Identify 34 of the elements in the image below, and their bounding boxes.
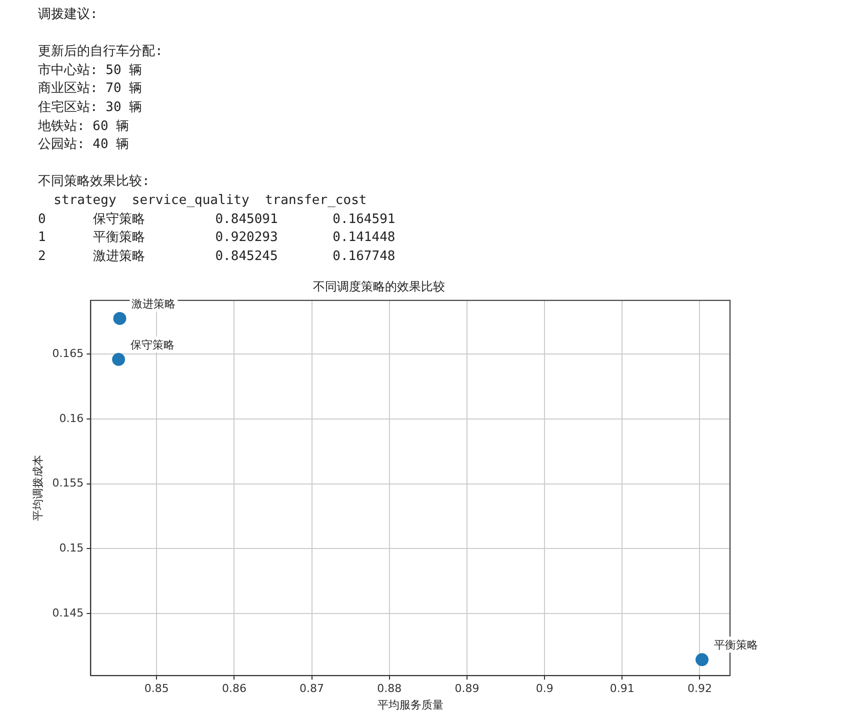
x-axis-title: 平均服务质量 — [377, 698, 444, 712]
y-tick-label: 0.16 — [59, 412, 84, 425]
text: 1 平衡策略 0.920293 0.141448 — [38, 229, 396, 248]
x-tick-label: 0.86 — [222, 682, 246, 696]
text: 公园站: 40 辆 — [38, 136, 130, 154]
chart-title: 不同调度策略的效果比较 — [313, 279, 445, 294]
text: strategy service_quality transfer_cost — [52, 192, 368, 210]
x-tick-label: 0.92 — [687, 682, 712, 696]
text: 不同策略效果比较: — [38, 173, 151, 192]
x-tick-label: 0.87 — [300, 682, 324, 696]
y-tick-label: 0.15 — [59, 542, 84, 555]
point — [696, 653, 709, 666]
point — [112, 352, 126, 366]
text: 更新后的自行车分配: — [38, 43, 164, 62]
text: 市中心站: 50 辆 — [38, 62, 144, 80]
y-tick-label: 0.145 — [52, 606, 84, 620]
x-tick-label: 0.88 — [377, 682, 402, 696]
point — [113, 312, 126, 325]
x-tick-label: 0.91 — [610, 682, 634, 696]
text: 商业区站: 70 辆 — [38, 80, 144, 98]
annotation: 保守策略 — [130, 338, 175, 352]
x-tick-label: 0.9 — [536, 682, 554, 696]
text: 住宅区站: 30 辆 — [38, 98, 144, 117]
text: 调拨建议: — [38, 6, 99, 24]
x-tick-label: 0.85 — [144, 682, 169, 696]
annotation: 平衡策略 — [714, 638, 758, 652]
y-tick-label: 0.155 — [52, 476, 84, 490]
text: 0 保守策略 0.845091 0.164591 — [38, 210, 396, 229]
y-axis-title: 平均调拨成本 — [31, 455, 44, 521]
x-tick-label: 0.89 — [454, 682, 480, 696]
annotation: 激进策略 — [132, 297, 176, 310]
y-tick-label: 0.165 — [52, 346, 84, 360]
text: 2 激进策略 0.845245 0.167748 — [38, 248, 396, 266]
text: 地铁站: 60 辆 — [38, 118, 130, 136]
